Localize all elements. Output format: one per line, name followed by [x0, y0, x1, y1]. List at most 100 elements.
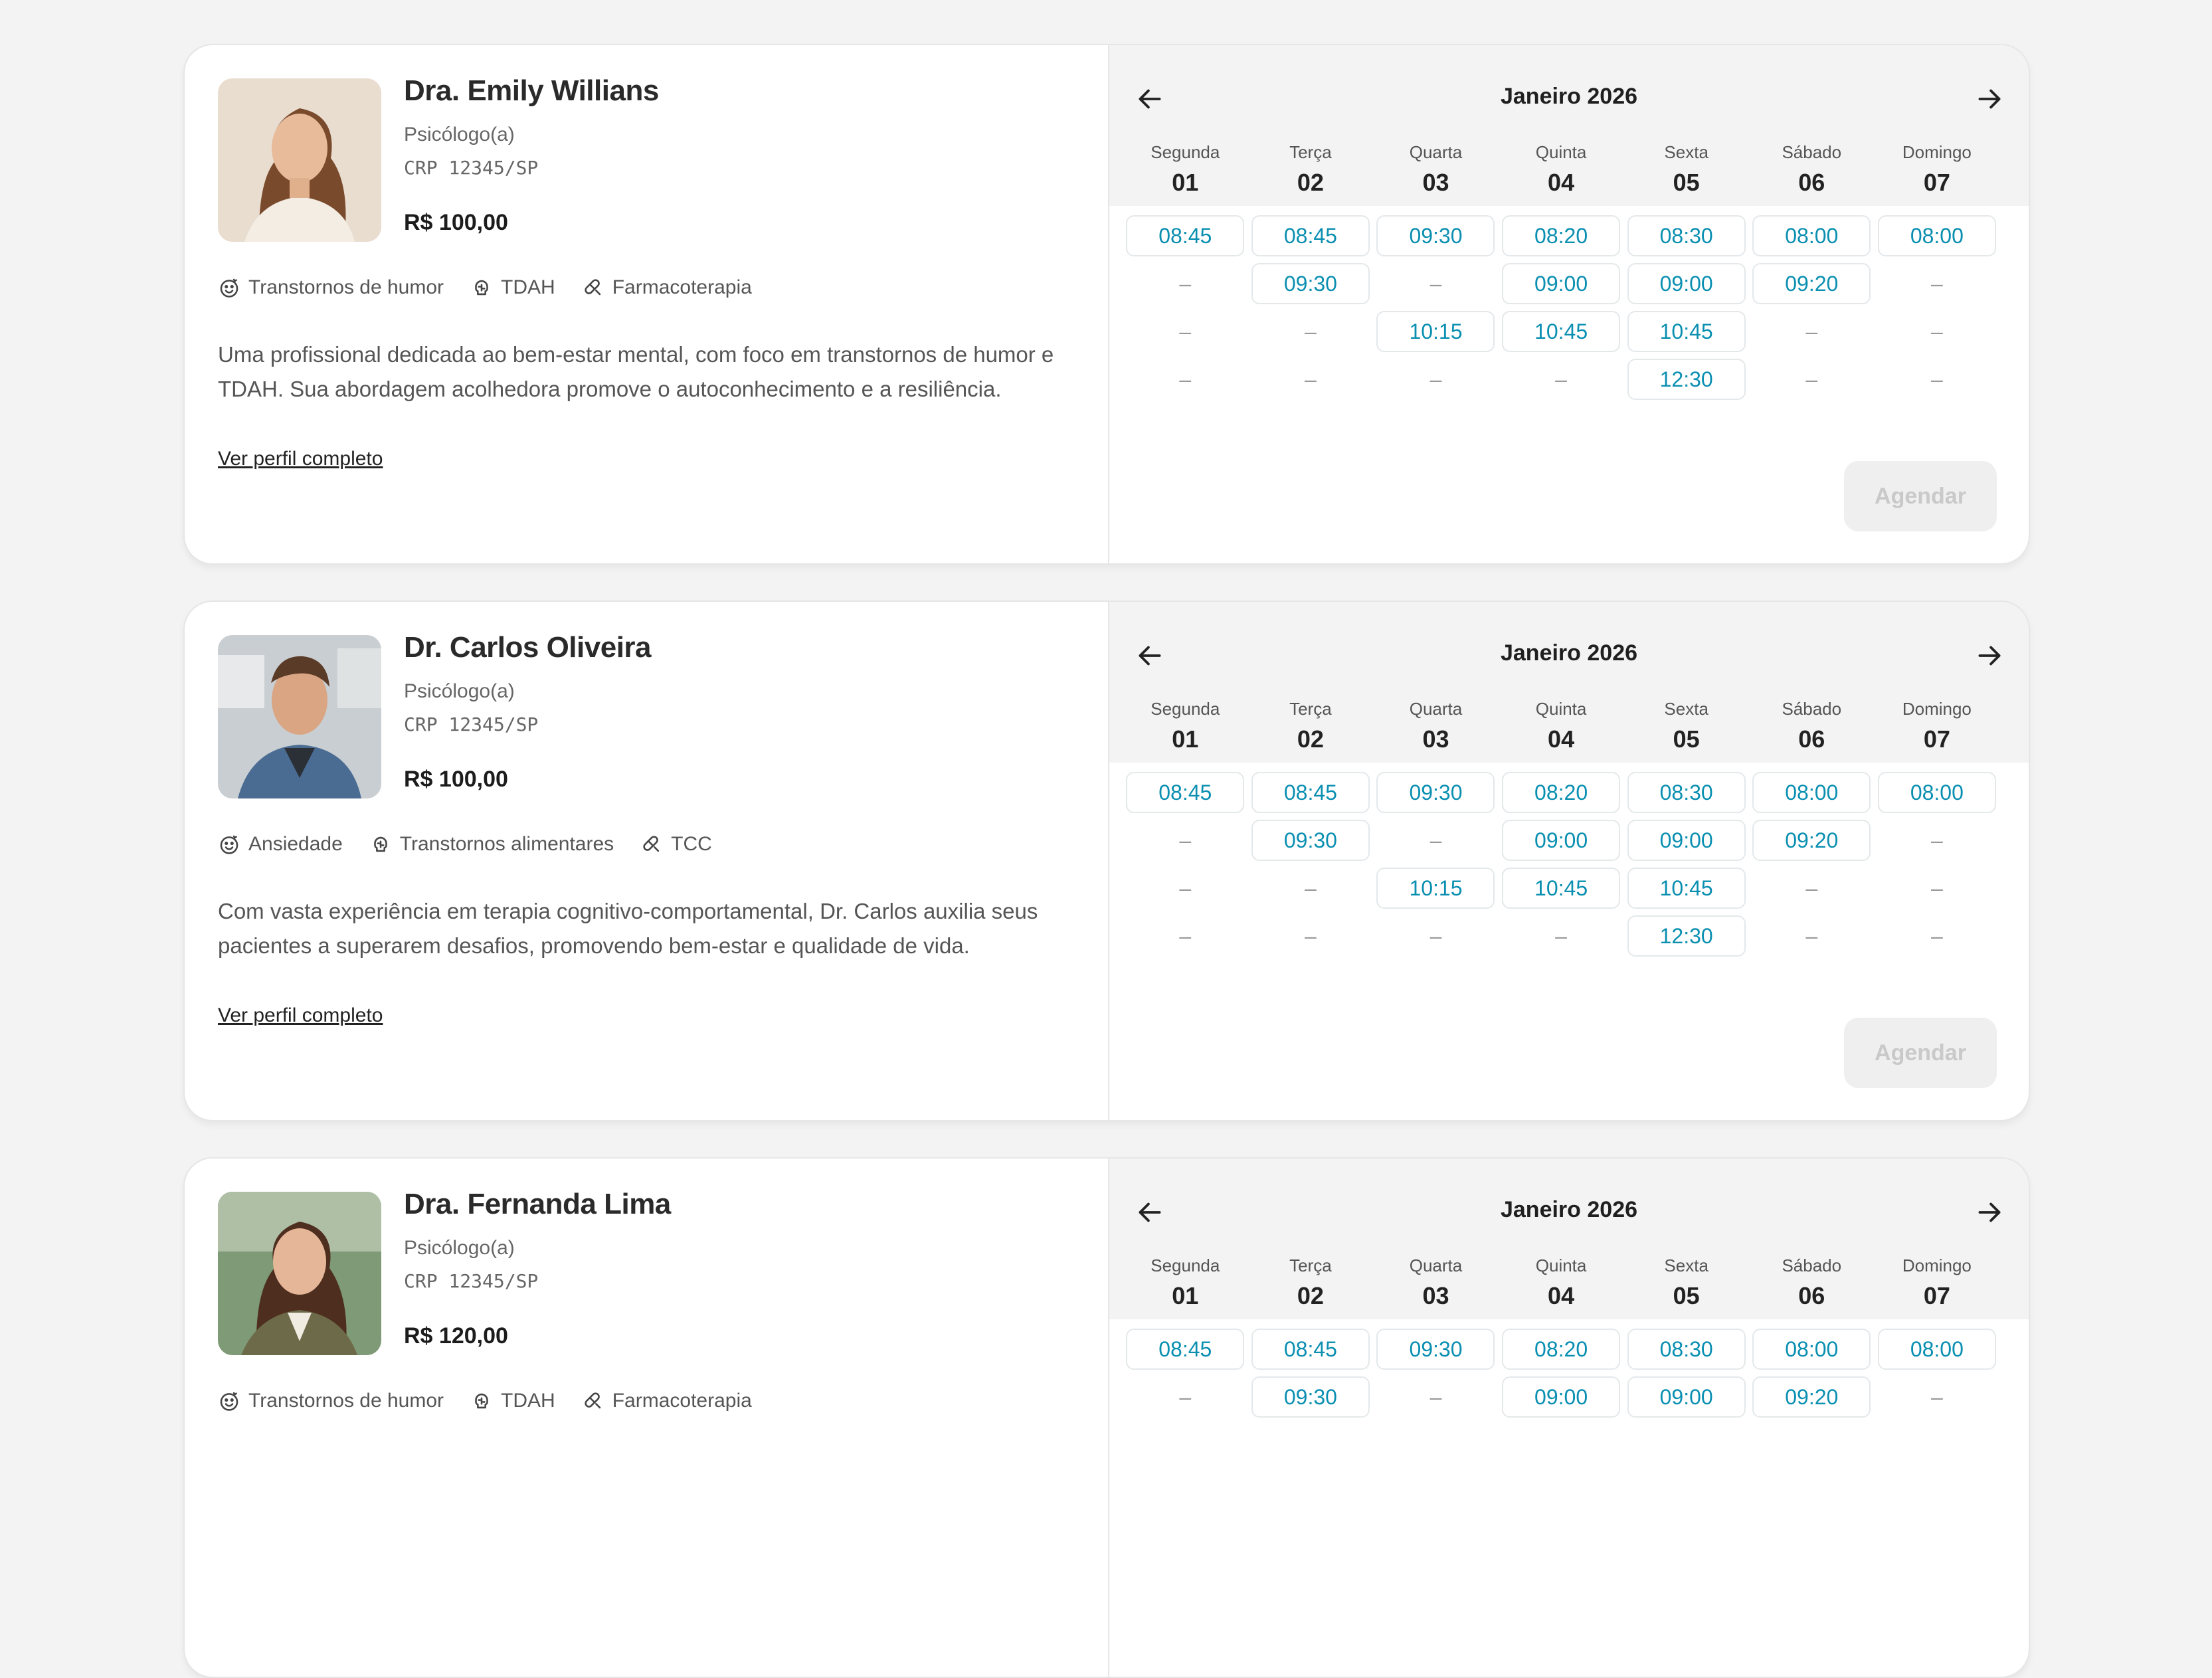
prev-week-arrow-icon[interactable]: [1133, 1196, 1166, 1229]
book-button[interactable]: Agendar: [1844, 1018, 1997, 1088]
time-slot-button[interactable]: 09:30: [1251, 820, 1370, 861]
day-name: Segunda: [1151, 142, 1220, 162]
time-slot-button[interactable]: 09:30: [1376, 1329, 1495, 1370]
day-column: Quarta 03 09:30 –: [1373, 1252, 1499, 1424]
day-column: Quarta 03 09:30 – 10:15 –: [1373, 695, 1499, 963]
empty-slot: –: [1930, 271, 1943, 296]
day-number: 05: [1673, 725, 1700, 753]
next-week-arrow-icon[interactable]: [1973, 82, 2006, 116]
time-slot-button[interactable]: 09:20: [1752, 820, 1871, 861]
availability-calendar: Janeiro 2026 Segunda 01 08:45 – – – Terça 02 08:4…: [1108, 602, 2029, 1120]
day-name: Quarta: [1409, 142, 1463, 162]
day-column: Quinta 04 08:20 09:00 10:45 –: [1499, 695, 1624, 963]
day-number: 06: [1798, 725, 1825, 753]
day-name: Domingo: [1902, 699, 1972, 719]
day-name: Domingo: [1902, 142, 1972, 162]
empty-slot: –: [1930, 923, 1943, 948]
time-slot-button[interactable]: 10:45: [1627, 868, 1746, 909]
empty-slot: –: [1429, 923, 1442, 948]
time-slot-button[interactable]: 10:15: [1376, 868, 1495, 909]
specialty-tag: TCC: [640, 833, 712, 856]
time-slot-button[interactable]: 08:45: [1126, 215, 1245, 256]
time-slot-button[interactable]: 08:30: [1627, 1329, 1746, 1370]
time-slot-button[interactable]: 09:00: [1502, 263, 1621, 304]
day-number: 03: [1422, 1282, 1449, 1309]
day-column: Segunda 01 08:45 –: [1123, 1252, 1248, 1424]
time-slot-button[interactable]: 08:00: [1752, 772, 1871, 813]
specialty-tags: Ansiedade Transtornos alimentares TCC: [218, 833, 712, 856]
availability-calendar: Janeiro 2026 Segunda 01 08:45 – – – Terça 02 08:4…: [1108, 45, 2029, 563]
time-slot-button[interactable]: 08:30: [1627, 215, 1746, 256]
time-slot-button[interactable]: 09:20: [1752, 1376, 1871, 1418]
time-slot-button[interactable]: 08:00: [1877, 1329, 1996, 1370]
professional-card: Dra. Fernanda Lima Psicólogo(a) CRP 12345/…: [183, 1157, 2030, 1678]
time-slot-button[interactable]: 10:15: [1376, 311, 1495, 352]
prev-week-arrow-icon[interactable]: [1133, 639, 1166, 672]
time-slot-button[interactable]: 08:45: [1251, 215, 1370, 256]
empty-slot: –: [1179, 923, 1192, 948]
time-slot-button[interactable]: 08:00: [1877, 215, 1996, 256]
time-slot-button[interactable]: 09:00: [1627, 820, 1746, 861]
time-slot-button[interactable]: 09:30: [1251, 263, 1370, 304]
brain-icon: [369, 833, 392, 856]
time-slot-button[interactable]: 09:30: [1251, 1376, 1370, 1418]
day-number: 02: [1297, 725, 1324, 753]
time-slot-button[interactable]: 08:45: [1126, 772, 1245, 813]
empty-slot: –: [1429, 828, 1442, 852]
time-slot-button[interactable]: 09:00: [1627, 1376, 1746, 1418]
day-name: Terça: [1289, 1256, 1332, 1275]
time-slot-button[interactable]: 08:45: [1126, 1329, 1245, 1370]
day-name: Quinta: [1535, 699, 1587, 719]
session-price: R$ 100,00: [404, 767, 508, 792]
time-slot-button[interactable]: 08:00: [1752, 215, 1871, 256]
brain-icon: [470, 1390, 493, 1412]
empty-slot: –: [1930, 876, 1943, 900]
next-week-arrow-icon[interactable]: [1973, 639, 2006, 672]
calendar-days: Segunda 01 08:45– – – Terça 02 08:45 09:30– – Quar…: [1123, 138, 2013, 407]
time-slot-button[interactable]: 09:00: [1502, 820, 1621, 861]
view-profile-link[interactable]: Ver perfil completo: [218, 1004, 383, 1026]
day-name: Sexta: [1664, 699, 1708, 719]
specialty-label: TDAH: [501, 1390, 555, 1412]
day-number: 01: [1172, 1282, 1199, 1309]
calendar-month: Janeiro 2026: [1500, 640, 1638, 666]
time-slot-button[interactable]: 08:20: [1502, 1329, 1621, 1370]
time-slot-button[interactable]: 08:45: [1251, 772, 1370, 813]
time-slot-button[interactable]: 10:45: [1502, 311, 1621, 352]
time-slot-button[interactable]: 09:20: [1752, 263, 1871, 304]
empty-slot: –: [1930, 1384, 1943, 1409]
time-slot-button[interactable]: 10:45: [1502, 868, 1621, 909]
view-profile-link[interactable]: Ver perfil completo: [218, 448, 383, 470]
empty-slot: –: [1179, 1384, 1192, 1409]
time-slot-button[interactable]: 08:00: [1877, 772, 1996, 813]
time-slot-button[interactable]: 08:30: [1627, 772, 1746, 813]
time-slot-button[interactable]: 09:30: [1376, 772, 1495, 813]
specialty-tag: Transtornos de humor: [218, 1390, 444, 1412]
empty-slot: –: [1805, 923, 1818, 948]
time-slot-button[interactable]: 08:20: [1502, 215, 1621, 256]
empty-slot: –: [1930, 367, 1943, 391]
day-number: 07: [1923, 1282, 1950, 1309]
time-slot-button[interactable]: 12:30: [1627, 915, 1746, 957]
next-week-arrow-icon[interactable]: [1973, 1196, 2006, 1229]
time-slot-button[interactable]: 09:00: [1627, 263, 1746, 304]
time-slot-button[interactable]: 12:30: [1627, 359, 1746, 400]
profile-photo: [218, 635, 381, 798]
time-slot-button[interactable]: 09:00: [1502, 1376, 1621, 1418]
day-column: Terça 02 08:45 09:30 – –: [1248, 138, 1374, 407]
calendar-month: Janeiro 2026: [1500, 84, 1638, 109]
time-slot-button[interactable]: 08:00: [1752, 1329, 1871, 1370]
time-slot-button[interactable]: 08:45: [1251, 1329, 1370, 1370]
time-slot-button[interactable]: 08:20: [1502, 772, 1621, 813]
time-slot-button[interactable]: 09:30: [1376, 215, 1495, 256]
time-slot-button[interactable]: 10:45: [1627, 311, 1746, 352]
professional-name: Dra. Emily Willians: [404, 74, 659, 107]
day-number: 05: [1673, 169, 1700, 196]
specialty-label: TCC: [671, 833, 712, 855]
book-button[interactable]: Agendar: [1844, 461, 1997, 531]
prev-week-arrow-icon[interactable]: [1133, 82, 1166, 116]
empty-slot: –: [1805, 367, 1818, 391]
empty-slot: –: [1304, 319, 1317, 343]
day-number: 07: [1923, 725, 1950, 753]
day-number: 02: [1297, 1282, 1324, 1309]
